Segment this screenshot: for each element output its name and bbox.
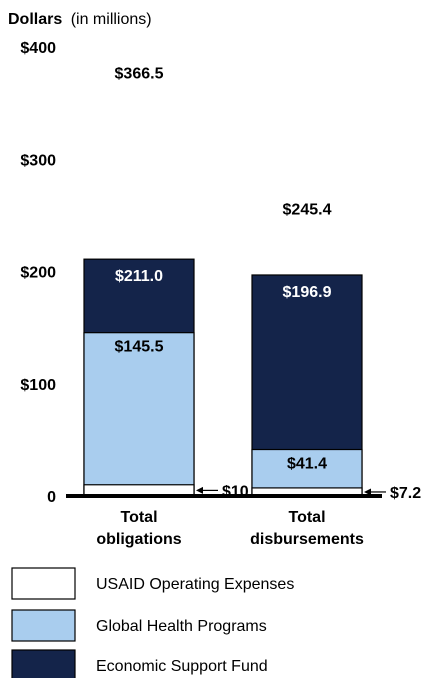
bar-segment [83,332,195,497]
y-tick-label: 0 [47,489,56,506]
y-tick-label: $200 [20,265,56,282]
category-label-line2: disbursements [250,531,364,548]
legend-swatch [11,609,76,642]
total-label: $245.4 [283,202,332,219]
legend: USAID Operating Expenses Global Health Pr… [11,567,294,678]
legend-label: Global Health Programs [96,618,267,635]
legend-label: USAID Operating Expenses [96,576,294,593]
total-label: $366.5 [115,66,164,83]
category-labels: Total obligations Total disbursements [96,509,364,548]
category-label-line2: obligations [96,531,181,548]
y-axis-unit: (in millions) [71,11,152,28]
data-label: $7.2 [390,485,421,502]
legend-swatch [11,567,76,600]
data-label: $211.0 [115,268,163,285]
bars: $211.0$145.5$10.0$366.5$196.9$41.4$7.2$2… [83,66,421,502]
legend-swatch [11,649,76,678]
y-tick-label: $300 [20,152,56,169]
data-label: $41.4 [287,456,327,473]
y-axis-label: Dollars [8,11,62,28]
y-axis-title: Dollars (in millions) [8,11,152,28]
pointer-arrowhead [364,488,371,496]
y-tick-label: $400 [20,40,56,57]
legend-label: Economic Support Fund [96,658,268,675]
y-tick-label: $100 [20,377,56,394]
category-label-line1: Total [120,509,157,526]
data-label: $145.5 [115,339,164,356]
pointer-arrowhead [196,486,203,494]
y-axis-ticks: 0 $100 $200 $300 $400 [20,40,56,506]
data-label: $196.9 [283,284,332,301]
category-label-line1: Total [288,509,325,526]
